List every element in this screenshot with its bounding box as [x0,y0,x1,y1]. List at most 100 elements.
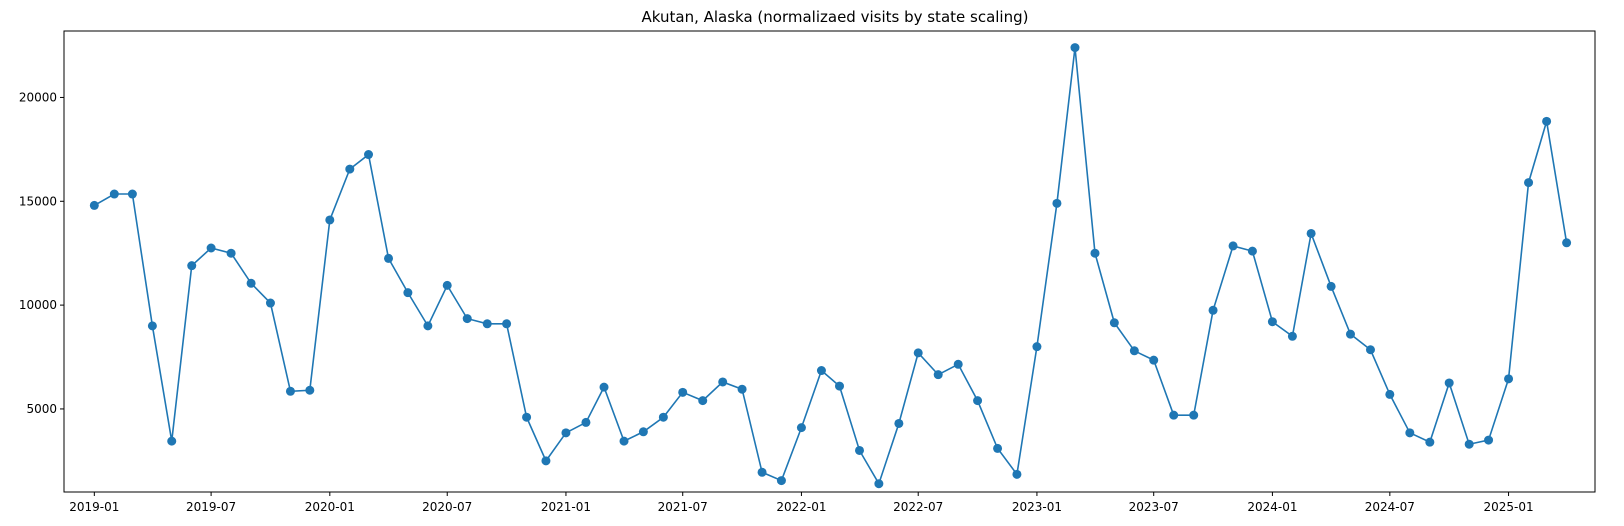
data-point [561,428,571,438]
data-point [305,385,315,395]
data-point [285,386,295,396]
data-point [1562,238,1572,248]
x-tick-label: 2021-07 [658,500,708,514]
x-tick-label: 2022-01 [776,500,826,514]
data-point [718,377,728,387]
data-point [1504,374,1514,384]
data-point [403,288,413,298]
y-axis: 5000 10000 15000 20000 [19,90,64,416]
data-point [1425,437,1435,447]
data-point [855,445,864,455]
y-tick-label: 10000 [19,298,57,312]
data-point [206,243,216,253]
data-point [658,412,668,422]
data-point [698,396,708,406]
data-point [933,370,943,380]
data-point [1306,228,1316,238]
data-point [1149,355,1159,365]
data-point [187,261,197,271]
data-point [384,253,394,263]
data-point [796,423,806,433]
data-point [265,298,275,308]
x-tick-label: 2022-07 [893,500,943,514]
data-point [345,164,355,174]
data-point [1109,318,1119,328]
data-point [1169,410,1179,420]
data-point [816,366,826,376]
x-tick-label: 2019-07 [186,500,236,514]
data-point [246,278,256,288]
data-point [1542,116,1552,126]
data-point [147,321,157,331]
y-tick-label: 20000 [19,90,57,104]
data-point [226,248,236,258]
plot-frame [63,30,1596,493]
data-point [1326,281,1336,291]
data-point [1464,439,1474,449]
x-tick-label: 2023-01 [1012,500,1062,514]
data-point [1247,246,1257,256]
data-point [619,436,629,446]
chart-title: Akutan, Alaska (normalizaed visits by st… [642,8,1029,26]
data-point [423,321,433,331]
data-point [835,381,844,391]
data-point [1052,198,1062,208]
y-tick-label: 15000 [19,194,57,208]
data-point [522,412,532,422]
data-point [502,319,512,329]
data-point [776,476,786,486]
x-tick-label: 2021-01 [541,500,591,514]
data-point [1267,317,1277,327]
data-point [757,467,767,477]
data-point [1345,329,1355,339]
series-line [93,47,1568,486]
data-point [599,382,609,392]
x-tick-label: 2024-07 [1365,500,1415,514]
x-tick-label: 2025-01 [1483,500,1533,514]
data-point [1208,305,1218,315]
x-tick-label: 2020-07 [422,500,472,514]
y-tick-label: 5000 [26,402,57,416]
data-point [1090,248,1100,258]
data-point [1484,435,1494,445]
x-tick-label: 2023-07 [1129,500,1179,514]
data-point [581,417,591,427]
data-point [442,280,452,290]
data-point [325,215,335,225]
data-point [913,348,923,358]
data-point [462,314,472,324]
data-point [1189,410,1199,420]
data-point [1070,43,1080,53]
data-point [109,189,119,199]
data-point [953,359,963,369]
data-point [874,479,884,489]
data-points [89,43,1572,489]
data-point [482,319,492,329]
data-point [1444,378,1454,388]
data-point [541,456,551,466]
data-point [127,189,137,199]
data-point [1405,428,1415,438]
x-tick-label: 2019-01 [69,500,119,514]
data-point [1524,178,1534,188]
data-point [737,384,747,394]
data-point [1129,346,1139,356]
data-point [1032,342,1042,352]
data-point [1287,331,1297,341]
x-tick-label: 2020-01 [305,500,355,514]
data-point [973,396,983,406]
data-point [89,200,99,210]
data-point [167,436,177,446]
data-point [1228,241,1238,251]
data-point [1385,389,1395,399]
data-point [678,387,688,397]
data-point [364,150,374,160]
data-point [638,427,648,437]
data-point [894,418,904,428]
x-tick-label: 2024-01 [1247,500,1297,514]
data-point [1012,469,1022,479]
x-axis: 2019-01 2019-07 2020-01 2020-07 2021-01 2021-… [69,492,1534,514]
data-point [993,443,1003,453]
data-point [1365,345,1375,355]
